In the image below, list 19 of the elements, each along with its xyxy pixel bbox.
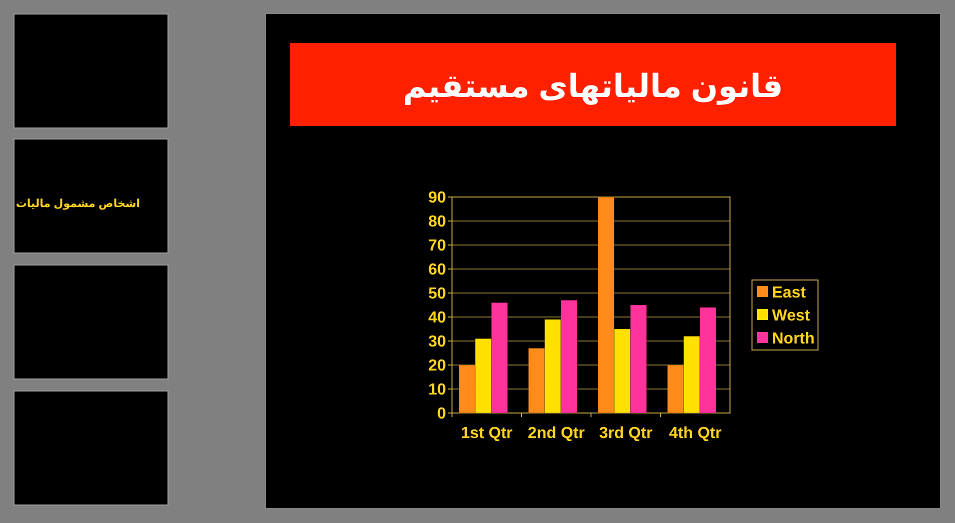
- chart-title: قانون مالیاتهای مستقیم: [402, 68, 784, 105]
- y-tick-label: 30: [428, 334, 446, 351]
- x-tick-label: 3rd Qtr: [599, 425, 652, 442]
- text: اشخاص مشمول ماليات: [16, 198, 140, 210]
- y-tick-label: 20: [428, 358, 446, 375]
- legend-label: West: [772, 308, 811, 325]
- x-tick-label: 4th Qtr: [669, 425, 722, 442]
- legend-label: North: [772, 330, 815, 348]
- y-tick-label: 0: [437, 406, 446, 423]
- y-tick-label: 70: [428, 238, 446, 255]
- legend-label: East: [772, 284, 806, 302]
- y-tick-label: 90: [428, 190, 446, 207]
- y-tick-label: 10: [428, 382, 446, 399]
- y-tick-label: 60: [428, 262, 446, 279]
- y-tick-label: 80: [428, 214, 446, 231]
- x-tick-label: 2nd Qtr: [528, 425, 585, 442]
- y-tick-label: 50: [428, 286, 446, 303]
- y-tick-label: 40: [428, 310, 446, 327]
- x-tick-label: 1st Qtr: [460, 425, 513, 442]
